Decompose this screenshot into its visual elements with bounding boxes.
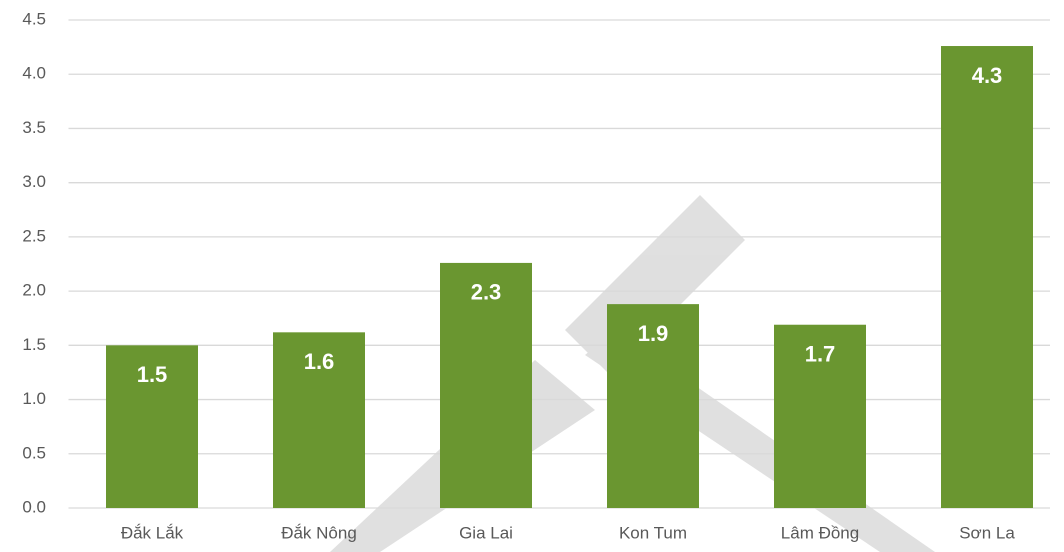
y-tick-label: 0.5 — [22, 443, 46, 462]
x-tick-label: Lâm Đồng — [781, 523, 859, 542]
data-label: 1.7 — [805, 342, 836, 367]
x-tick-label: Gia Lai — [459, 523, 513, 542]
y-tick-label: 3.0 — [22, 172, 46, 191]
y-tick-label: 3.5 — [22, 118, 46, 137]
y-tick-label: 1.5 — [22, 335, 46, 354]
bar — [440, 262, 532, 508]
y-tick-label: 2.5 — [22, 226, 46, 245]
bar — [106, 345, 198, 508]
data-label: 4.3 — [972, 63, 1003, 88]
y-tick-label: 2.0 — [22, 281, 46, 300]
data-label: 2.3 — [471, 280, 502, 305]
x-tick-label: Kon Tum — [619, 523, 687, 542]
data-label: 1.6 — [304, 349, 335, 374]
y-tick-label: 0.0 — [22, 497, 46, 516]
bar — [774, 324, 866, 508]
data-label: 1.9 — [638, 321, 669, 346]
x-tick-label: Sơn La — [959, 523, 1015, 542]
bar — [941, 46, 1033, 508]
x-tick-label: Đắk Nông — [281, 523, 357, 542]
bar — [273, 332, 365, 508]
y-tick-label: 1.0 — [22, 389, 46, 408]
y-tick-label: 4.5 — [22, 9, 46, 28]
data-label: 1.5 — [137, 362, 168, 387]
bar — [607, 304, 699, 508]
y-tick-label: 4.0 — [22, 64, 46, 83]
x-tick-label: Đắk Lắk — [121, 523, 184, 542]
